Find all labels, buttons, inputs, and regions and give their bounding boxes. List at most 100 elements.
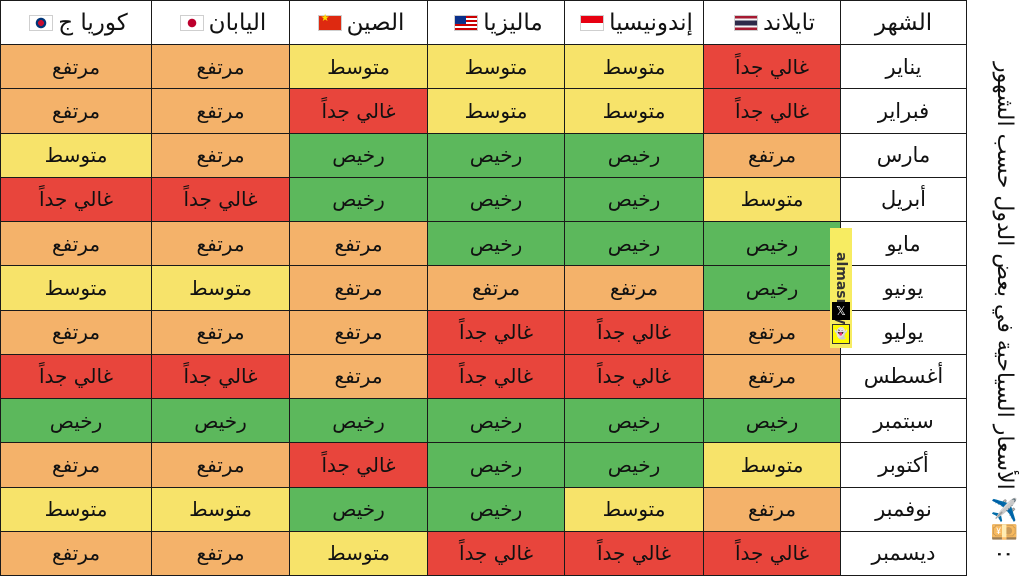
price-cell: مرتفع bbox=[703, 353, 841, 400]
price-cell: متوسط bbox=[564, 43, 704, 90]
price-cell: رخيص bbox=[289, 486, 428, 532]
price-cell: مرتفع bbox=[564, 265, 704, 311]
table-row: يونيو رخيص مرتفع مرتفع مرتفع متوسط متوسط bbox=[0, 265, 967, 311]
flag-cn-icon bbox=[317, 13, 342, 31]
price-cell: متوسط bbox=[0, 132, 152, 178]
price-cell: متوسط bbox=[564, 486, 704, 532]
price-cell: مرتفع bbox=[0, 88, 152, 134]
price-cell: غالي جداً bbox=[703, 88, 841, 134]
price-cell: غالي جداً bbox=[564, 353, 704, 400]
snapchat-ghost-icon: 👻 bbox=[832, 324, 850, 344]
table-row: يوليو مرتفع غالي جداً غالي جداً مرتفع مرتفع مر… bbox=[0, 309, 967, 355]
country-header: إندونيسيا bbox=[564, 0, 704, 45]
country-name: الصين bbox=[346, 9, 405, 36]
price-cell: رخيص bbox=[564, 132, 704, 178]
price-cell: مرتفع bbox=[289, 309, 428, 355]
price-cell: مرتفع bbox=[151, 88, 290, 134]
table-body: يناير غالي جداً متوسط متوسط متوسط مرتفع مرتفع ف… bbox=[0, 43, 967, 576]
price-cell: مرتفع bbox=[0, 220, 152, 267]
price-cell: رخيص bbox=[703, 220, 841, 267]
price-cell: مرتفع bbox=[0, 309, 152, 355]
country-name: كوريا ج bbox=[58, 9, 128, 36]
flag-my-icon bbox=[454, 15, 479, 31]
country-name: إندونيسيا bbox=[609, 9, 693, 36]
country-name: تايلاند bbox=[762, 9, 815, 36]
price-cell: مرتفع bbox=[151, 309, 290, 355]
price-cell: مرتفع bbox=[151, 530, 290, 576]
price-cell: مرتفع bbox=[0, 442, 152, 488]
month-cell: سبتمبر bbox=[840, 397, 967, 444]
price-cell: رخيص bbox=[427, 132, 565, 178]
flag-th-icon bbox=[733, 15, 758, 31]
country-header: تايلاند bbox=[703, 0, 841, 45]
month-cell: نوفمبر bbox=[840, 486, 967, 532]
price-cell: مرتفع bbox=[289, 265, 428, 311]
country-header: كوريا ج bbox=[0, 0, 152, 45]
price-cell: متوسط bbox=[151, 486, 290, 532]
price-cell: غالي جداً bbox=[703, 530, 841, 576]
side-title: الأسعار السياحية في بعض الدول حسب الشهور… bbox=[992, 62, 1017, 558]
price-cell: رخيص bbox=[151, 397, 290, 444]
table-row: أغسطس مرتفع غالي جداً غالي جداً مرتفع غالي جد… bbox=[0, 353, 967, 400]
month-cell: مارس bbox=[840, 132, 967, 178]
table-row: فبراير غالي جداً متوسط متوسط غالي جداً مرتفع م… bbox=[0, 88, 967, 134]
price-cell: رخيص bbox=[703, 397, 841, 444]
table-row: أكتوبر متوسط رخيص رخيص غالي جداً مرتفع مرتفع bbox=[0, 442, 967, 488]
price-cell: مرتفع bbox=[427, 265, 565, 311]
price-cell: رخيص bbox=[564, 220, 704, 267]
price-table: الشهر تايلاند إندونيسيا ماليزيا الصين اليابا… bbox=[0, 0, 967, 576]
price-cell: رخيص bbox=[703, 265, 841, 311]
price-cell: مرتفع bbox=[151, 442, 290, 488]
price-cell: مرتفع bbox=[703, 132, 841, 178]
header-row: الشهر تايلاند إندونيسيا ماليزيا الصين اليابا… bbox=[0, 0, 967, 45]
month-cell: يونيو bbox=[840, 265, 967, 311]
price-cell: مرتفع bbox=[151, 43, 290, 90]
price-cell: رخيص bbox=[427, 486, 565, 532]
table-row: مايو رخيص رخيص رخيص مرتفع مرتفع مرتفع bbox=[0, 220, 967, 267]
country-header: ماليزيا bbox=[427, 0, 565, 45]
month-cell: أكتوبر bbox=[840, 442, 967, 488]
price-cell: مرتفع bbox=[151, 132, 290, 178]
price-cell: غالي جداً bbox=[427, 530, 565, 576]
flag-id-icon bbox=[580, 15, 605, 31]
price-cell: متوسط bbox=[427, 88, 565, 134]
price-cell: مرتفع bbox=[703, 309, 841, 355]
price-cell: غالي جداً bbox=[289, 442, 428, 488]
flag-jp-icon bbox=[179, 15, 204, 31]
price-cell: غالي جداً bbox=[151, 176, 290, 223]
price-cell: رخيص bbox=[564, 442, 704, 488]
price-cell: غالي جداً bbox=[703, 43, 841, 90]
price-cell: متوسط bbox=[427, 43, 565, 90]
price-cell: غالي جداً bbox=[0, 353, 152, 400]
price-cell: رخيص bbox=[564, 176, 704, 223]
month-cell: مايو bbox=[840, 220, 967, 267]
price-cell: متوسط bbox=[0, 265, 152, 311]
month-cell: ديسمبر bbox=[840, 530, 967, 576]
price-cell: متوسط bbox=[564, 88, 704, 134]
price-cell: غالي جداً bbox=[427, 309, 565, 355]
price-cell: مرتفع bbox=[289, 220, 428, 267]
price-cell: مرتفع bbox=[703, 486, 841, 532]
flag-kr-icon bbox=[29, 15, 54, 31]
price-cell: متوسط bbox=[703, 442, 841, 488]
price-cell: رخيص bbox=[427, 397, 565, 444]
price-cell: مرتفع bbox=[0, 530, 152, 576]
price-cell: متوسط bbox=[289, 43, 428, 90]
table-row: نوفمبر مرتفع متوسط رخيص رخيص متوسط متوسط bbox=[0, 486, 967, 532]
price-cell: غالي جداً bbox=[564, 530, 704, 576]
table-row: يناير غالي جداً متوسط متوسط متوسط مرتفع مرتفع bbox=[0, 43, 967, 90]
price-cell: رخيص bbox=[564, 397, 704, 444]
country-header: الصين bbox=[289, 0, 428, 45]
price-cell: متوسط bbox=[289, 530, 428, 576]
table-row: ديسمبر غالي جداً غالي جداً غالي جداً متوسط مر… bbox=[0, 530, 967, 576]
price-cell: مرتفع bbox=[0, 43, 152, 90]
price-cell: مرتفع bbox=[289, 353, 428, 400]
price-cell: غالي جداً bbox=[564, 309, 704, 355]
month-cell: أبريل bbox=[840, 176, 967, 223]
price-cell: متوسط bbox=[151, 265, 290, 311]
table-row: مارس مرتفع رخيص رخيص رخيص مرتفع متوسط bbox=[0, 132, 967, 178]
price-cell: مرتفع bbox=[151, 220, 290, 267]
month-cell: يناير bbox=[840, 43, 967, 90]
price-cell: رخيص bbox=[427, 176, 565, 223]
table-row: أبريل متوسط رخيص رخيص رخيص غالي جداً غالي جداً bbox=[0, 176, 967, 223]
